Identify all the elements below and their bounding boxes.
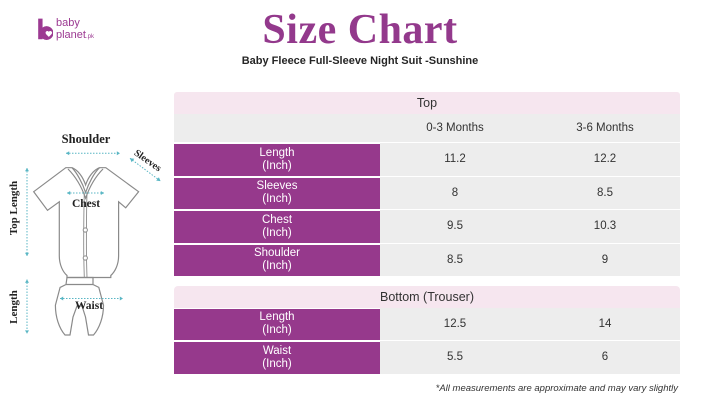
svg-text:Length: Length [8, 290, 20, 324]
svg-text:Sleeves: Sleeves [132, 148, 163, 175]
svg-text:Top Length: Top Length [8, 181, 20, 235]
svg-text:Waist: Waist [75, 300, 103, 312]
svg-text:Shoulder: Shoulder [62, 132, 111, 146]
svg-text:Chest: Chest [72, 198, 100, 210]
